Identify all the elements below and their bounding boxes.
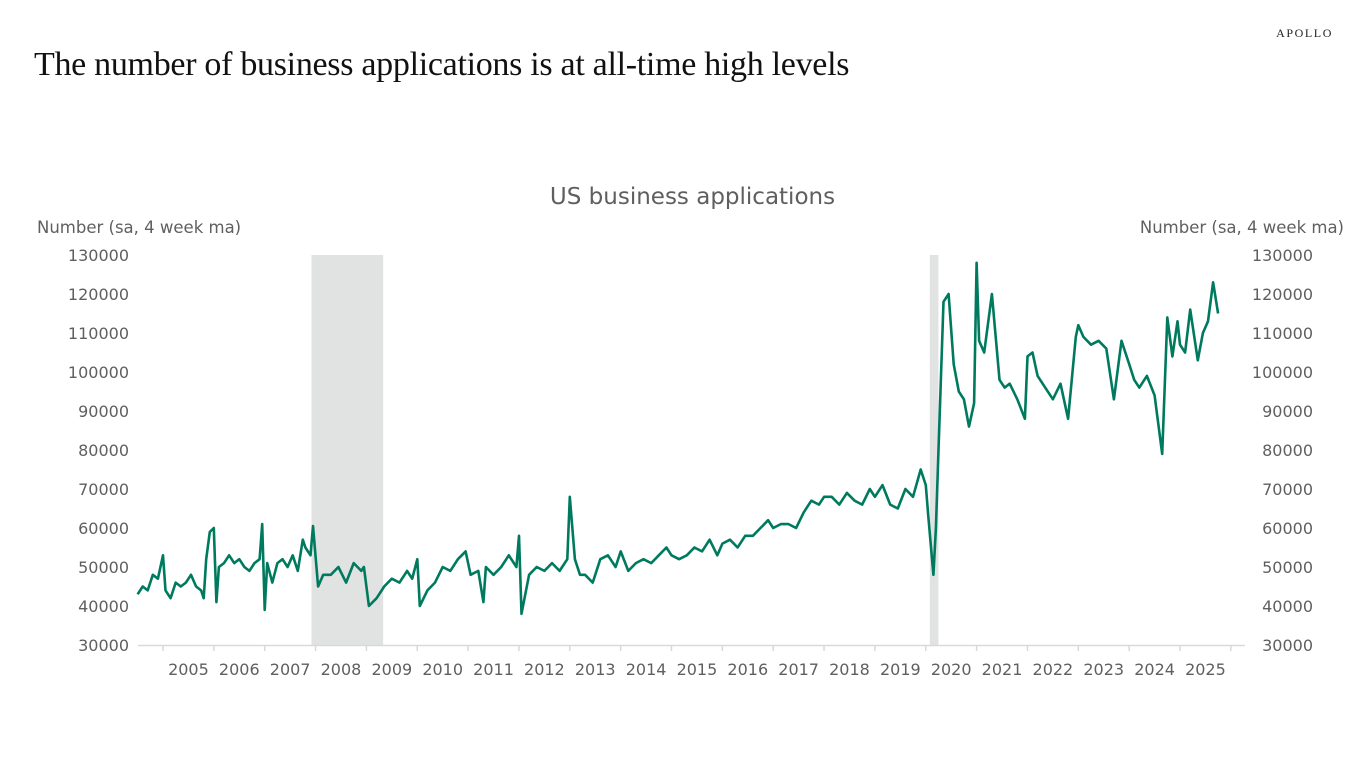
y-tick-label-right: 110000 (1252, 324, 1313, 343)
x-tick-label: 2008 (321, 660, 362, 679)
y-tick-label-left: 120000 (68, 285, 129, 304)
x-tick-label: 2017 (778, 660, 819, 679)
y-tick-label-right: 70000 (1262, 480, 1313, 499)
y-tick-label-right: 120000 (1252, 285, 1313, 304)
y-axis-label-right: Number (sa, 4 week ma) (1139, 218, 1344, 237)
y-tick-label-left: 100000 (68, 363, 129, 382)
x-tick-label: 2006 (219, 660, 260, 679)
x-tick-label: 2005 (168, 660, 209, 679)
x-tick-label: 2020 (931, 660, 972, 679)
x-tick-label: 2021 (982, 660, 1023, 679)
y-tick-label-right: 60000 (1262, 519, 1313, 538)
y-tick-label-right: 100000 (1252, 363, 1313, 382)
y-axis-right: 130000 120000 110000 100000 90000 80000 70000 6… (1252, 246, 1313, 655)
x-tick-label: 2018 (829, 660, 870, 679)
x-axis: 2005 2006 2007 2008 2009 2010 2011 2012 2013 2014… (138, 644, 1245, 679)
x-tick-label: 2010 (422, 660, 463, 679)
recession-bands (311, 255, 939, 645)
x-tick-label: 2012 (524, 660, 565, 679)
y-axis-left: 130000 120000 110000 100000 90000 80000 70000 6… (68, 246, 129, 655)
x-tick-label: 2013 (575, 660, 616, 679)
x-tick-label: 2007 (270, 660, 311, 679)
y-tick-label-left: 30000 (78, 636, 129, 655)
y-tick-label-right: 130000 (1252, 246, 1313, 265)
y-tick-label-left: 50000 (78, 558, 129, 577)
x-tick-label: 2019 (880, 660, 921, 679)
x-tick-label: 2024 (1134, 660, 1175, 679)
y-tick-label-left: 110000 (68, 324, 129, 343)
business-applications-line (136, 261, 1220, 616)
y-tick-label-left: 40000 (78, 597, 129, 616)
y-axis-label-left: Number (sa, 4 week ma) (37, 218, 242, 237)
x-tick-label: 2009 (371, 660, 412, 679)
x-tick-label: 2015 (677, 660, 718, 679)
chart-title: US business applications (549, 184, 836, 210)
x-tick-label: 2025 (1185, 660, 1226, 679)
page-headline: The number of business applications is a… (34, 46, 850, 83)
apollo-logo: APOLLO (1276, 26, 1333, 40)
y-tick-label-left: 70000 (78, 480, 129, 499)
x-tick-label: 2014 (626, 660, 667, 679)
y-tick-label-left: 90000 (78, 402, 129, 421)
y-tick-label-right: 40000 (1262, 597, 1313, 616)
recession-band (929, 255, 939, 645)
y-tick-label-left: 80000 (78, 441, 129, 460)
y-tick-label-right: 90000 (1262, 402, 1313, 421)
y-tick-label-left: 60000 (78, 519, 129, 538)
recession-band (311, 255, 384, 645)
y-tick-label-right: 50000 (1262, 558, 1313, 577)
x-tick-label: 2023 (1083, 660, 1124, 679)
y-tick-label-left: 130000 (68, 246, 129, 265)
x-tick-label: 2011 (473, 660, 514, 679)
y-tick-label-right: 80000 (1262, 441, 1313, 460)
x-tick-label: 2016 (727, 660, 768, 679)
y-tick-label-right: 30000 (1262, 636, 1313, 655)
x-tick-label: 2022 (1033, 660, 1074, 679)
